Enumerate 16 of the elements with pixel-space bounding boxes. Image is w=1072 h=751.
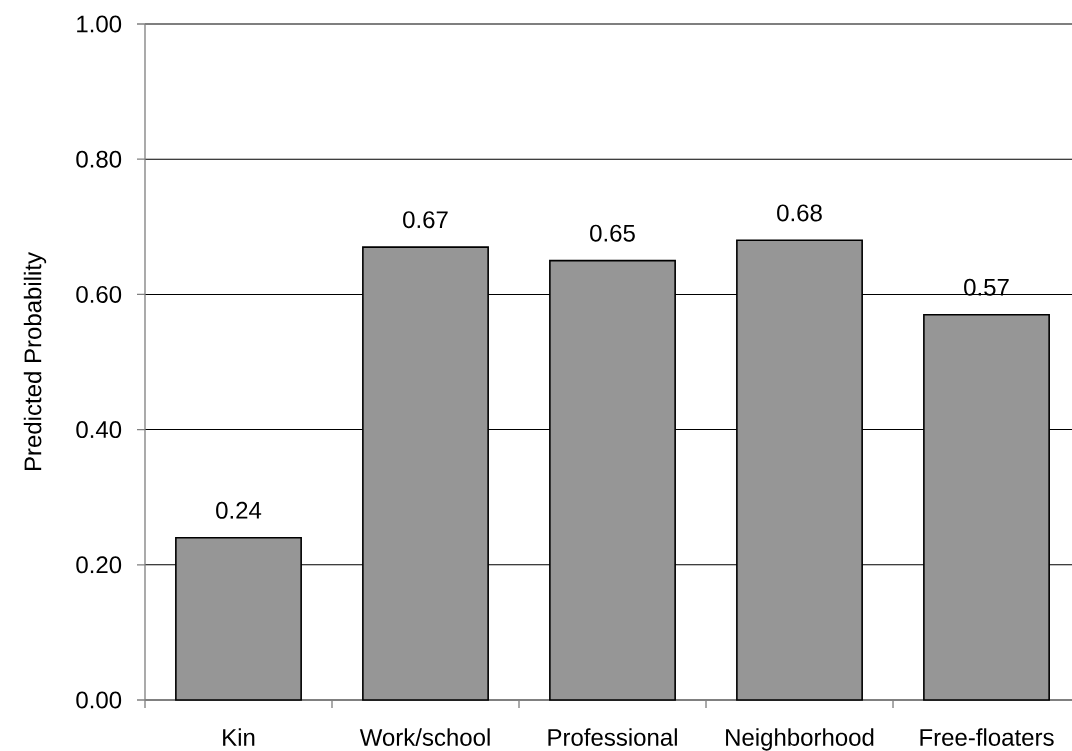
x-tick-label: Professional (548, 728, 677, 746)
y-tick-label: 0.80 (76, 150, 122, 168)
y-tick-label: 0.60 (76, 285, 122, 303)
y-tick-label: 1.00 (77, 15, 122, 33)
x-tick-label: Work/school (359, 728, 490, 746)
data-label: 0.68 (777, 204, 822, 222)
x-tick-label: Kin (223, 728, 255, 746)
x-tick-label: Free-floaters (920, 728, 1054, 746)
data-label: 0.24 (216, 501, 262, 519)
y-tick-label: 0.00 (76, 691, 122, 709)
y-tick-label: 0.20 (76, 556, 122, 574)
data-label: 0.67 (403, 211, 448, 229)
y-axis-title: Predicted Probability (23, 252, 47, 471)
y-tick-label: 0.40 (76, 421, 122, 439)
x-tick-label: Neighborhood (726, 728, 874, 751)
data-label: 0.65 (590, 224, 635, 242)
